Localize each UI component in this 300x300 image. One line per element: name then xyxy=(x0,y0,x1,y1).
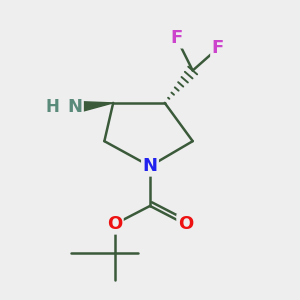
Text: O: O xyxy=(107,215,122,233)
Text: N: N xyxy=(68,98,82,116)
Text: F: F xyxy=(170,29,183,47)
Text: H: H xyxy=(46,98,60,116)
Text: O: O xyxy=(178,215,193,233)
Text: N: N xyxy=(142,157,158,175)
Polygon shape xyxy=(74,101,113,113)
Text: F: F xyxy=(212,39,224,57)
